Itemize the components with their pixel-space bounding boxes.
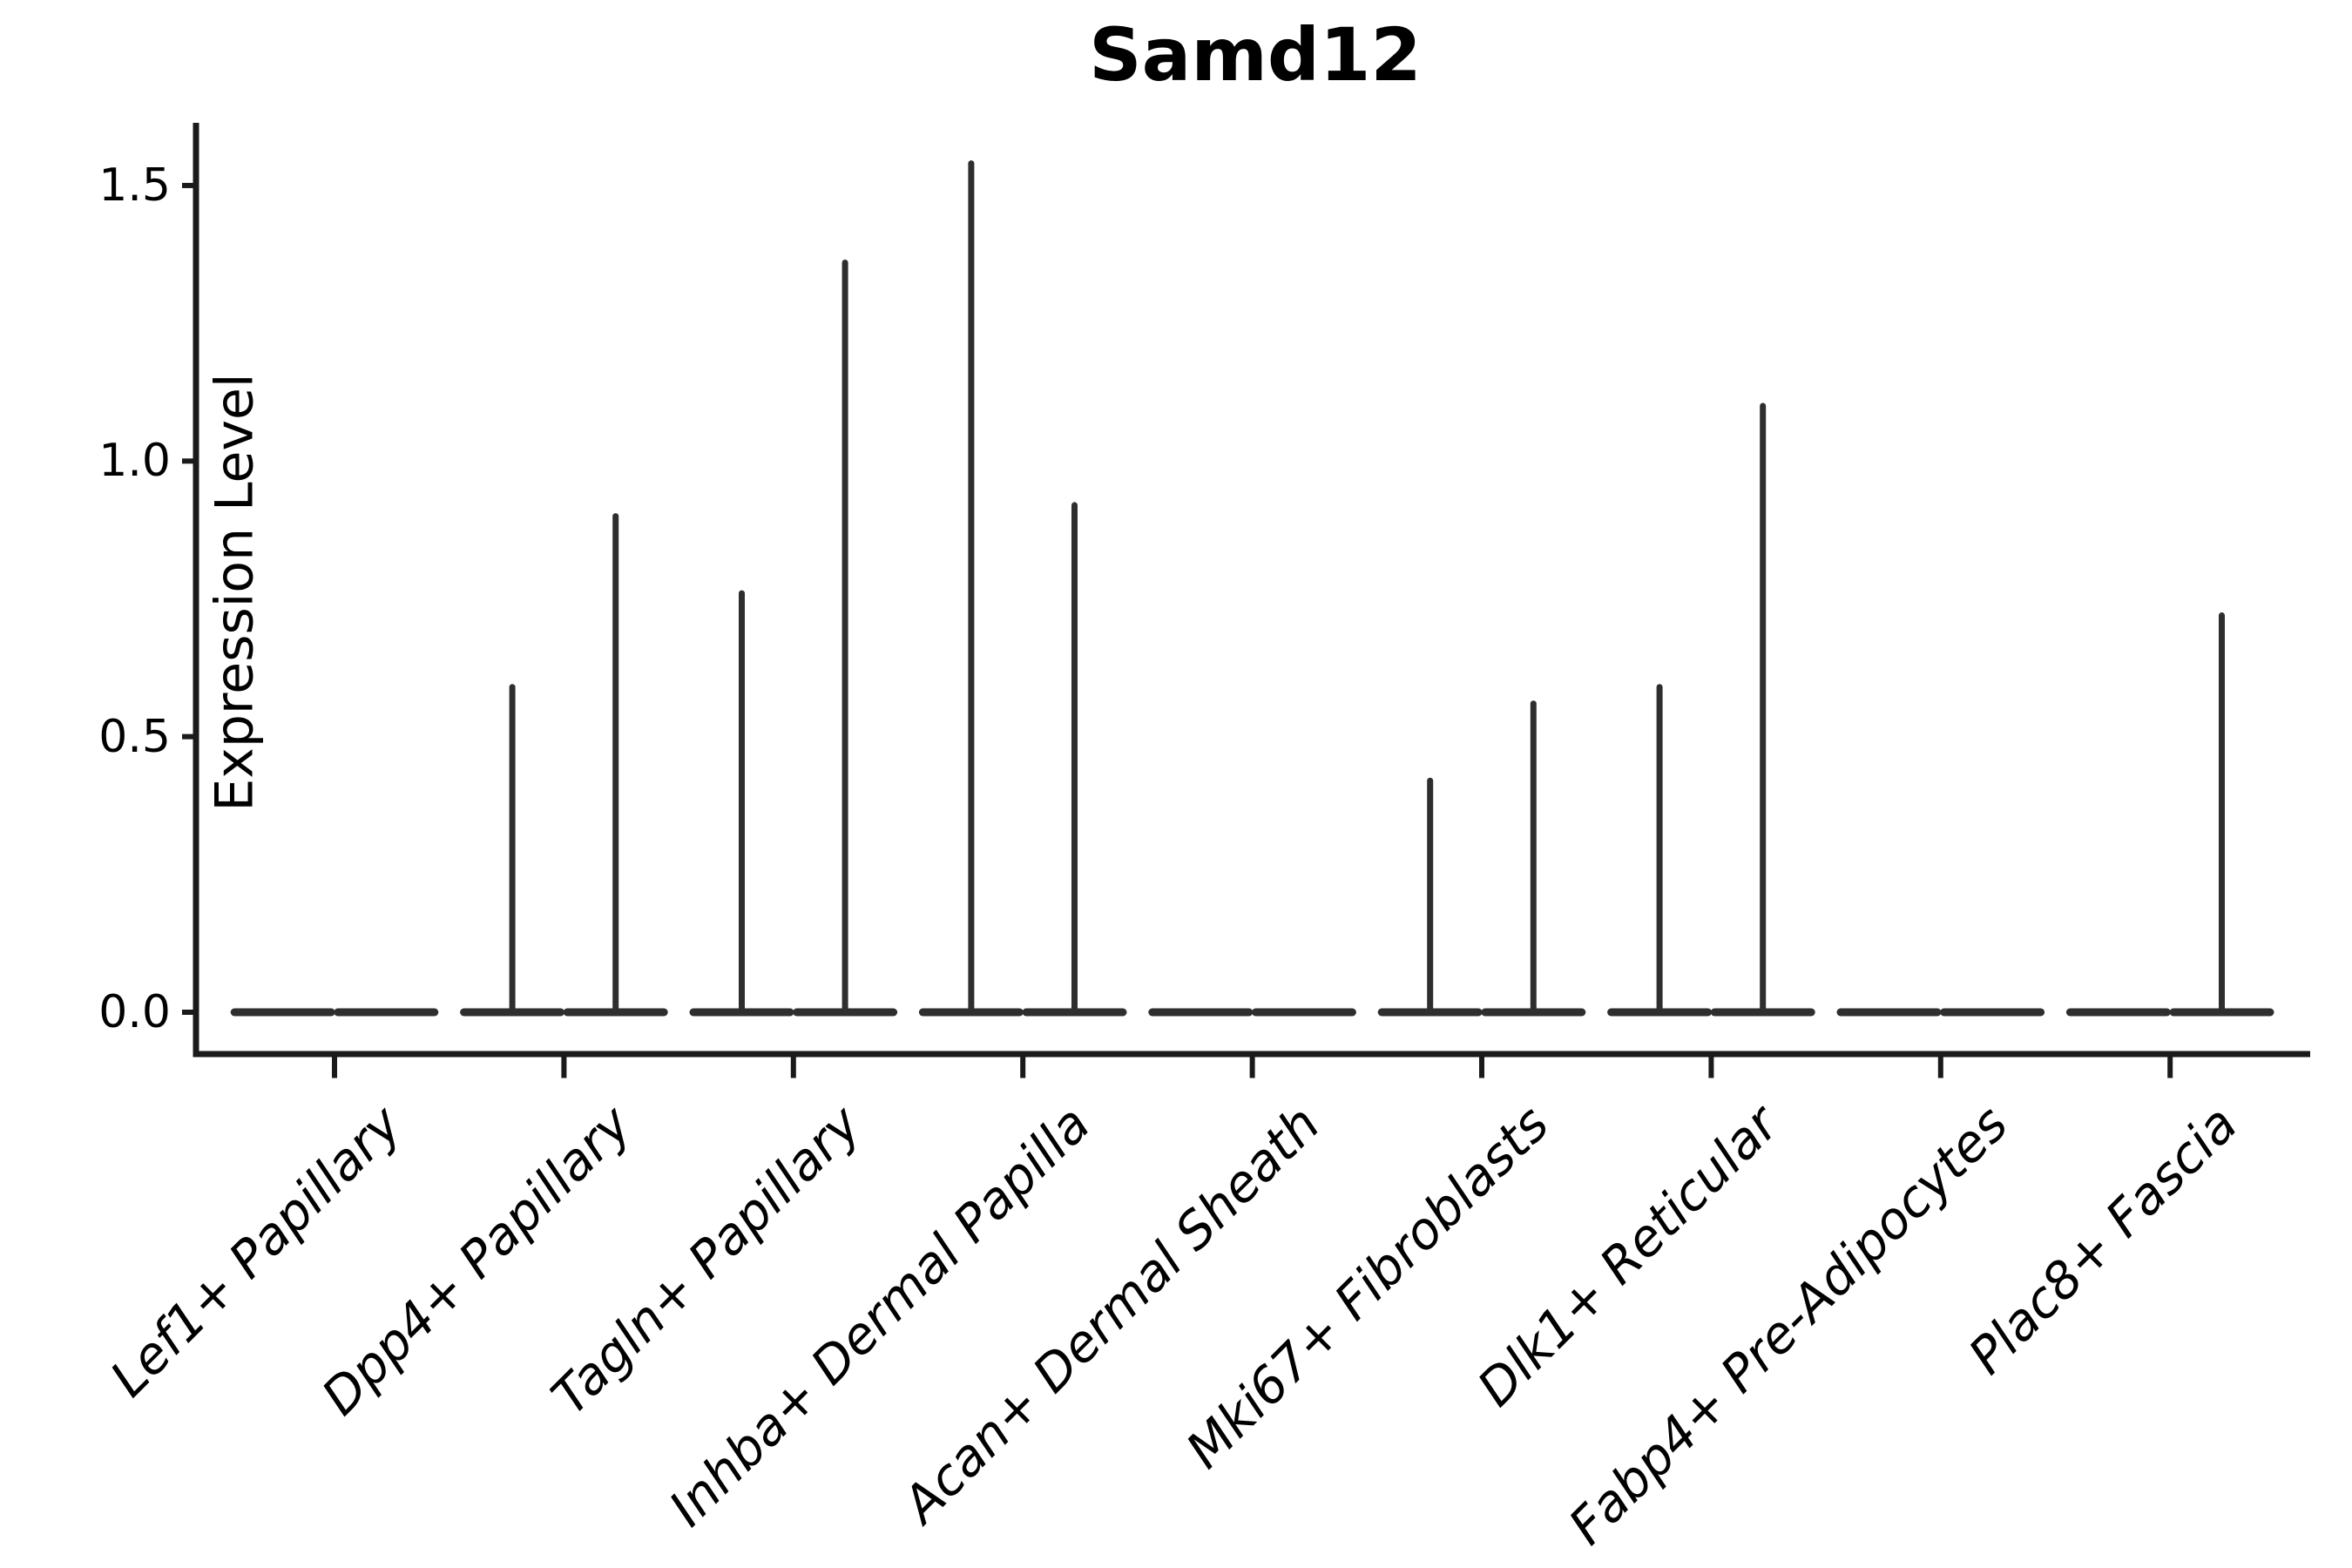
y-tick-label: 0.0: [98, 986, 171, 1038]
chart-title: Samd12: [1089, 12, 1422, 98]
y-tick-label: 0.5: [98, 710, 171, 763]
y-tick-label: 1.5: [98, 159, 171, 212]
y-axis-label: Expression Level: [204, 373, 266, 812]
y-tick-label: 1.0: [98, 435, 171, 488]
